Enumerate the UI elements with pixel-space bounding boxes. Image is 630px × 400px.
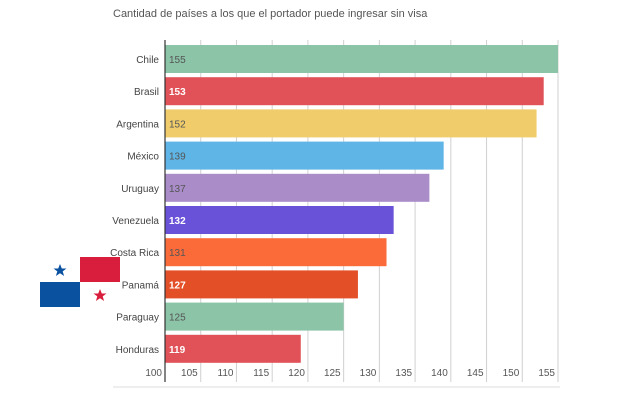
red-star-icon <box>93 289 107 301</box>
data-label: 125 <box>169 313 186 324</box>
category-label: Panamá <box>122 280 160 291</box>
bar <box>165 173 430 202</box>
bar <box>165 109 537 138</box>
data-label: 132 <box>169 216 186 227</box>
panama-flag <box>40 257 120 307</box>
bar <box>165 238 387 267</box>
category-label: México <box>127 152 159 163</box>
data-label: 131 <box>169 248 186 259</box>
tick-label: 115 <box>253 368 269 379</box>
category-label: Argentina <box>116 119 159 130</box>
tick-label: 155 <box>538 368 555 379</box>
data-label: 137 <box>169 184 186 195</box>
tick-label: 150 <box>503 368 520 379</box>
bar <box>165 270 358 299</box>
tick-label: 135 <box>395 368 412 379</box>
category-label: Costa Rica <box>110 248 159 259</box>
bar <box>165 302 344 331</box>
data-label: 152 <box>169 119 186 130</box>
flag-red-quarter <box>80 257 120 282</box>
category-label: Honduras <box>116 345 159 356</box>
tick-label: 120 <box>288 368 305 379</box>
tick-label: 110 <box>218 368 234 379</box>
category-label: Brasil <box>134 87 159 98</box>
category-label: Venezuela <box>112 216 159 227</box>
tick-label: 145 <box>467 368 484 379</box>
category-label: Paraguay <box>116 313 159 324</box>
chart-title: Cantidad de países a los que el portador… <box>113 8 428 20</box>
bar <box>165 45 558 73</box>
category-label: Chile <box>136 55 159 66</box>
tick-label: 105 <box>181 368 198 379</box>
data-label: 119 <box>169 345 186 356</box>
data-label: 153 <box>169 87 186 98</box>
flag-blue-quarter <box>40 282 80 307</box>
bar <box>165 141 444 170</box>
bar <box>165 206 394 234</box>
bar <box>165 77 544 106</box>
data-label: 155 <box>169 55 186 66</box>
bar <box>165 334 301 363</box>
tick-label: 140 <box>431 368 448 379</box>
data-label: 139 <box>169 152 186 163</box>
blue-star-icon <box>53 264 67 276</box>
category-label: Uruguay <box>121 184 159 195</box>
data-label: 127 <box>169 280 186 291</box>
tick-label: 130 <box>360 368 377 379</box>
tick-label: 100 <box>145 368 162 379</box>
tick-label: 125 <box>324 368 341 379</box>
